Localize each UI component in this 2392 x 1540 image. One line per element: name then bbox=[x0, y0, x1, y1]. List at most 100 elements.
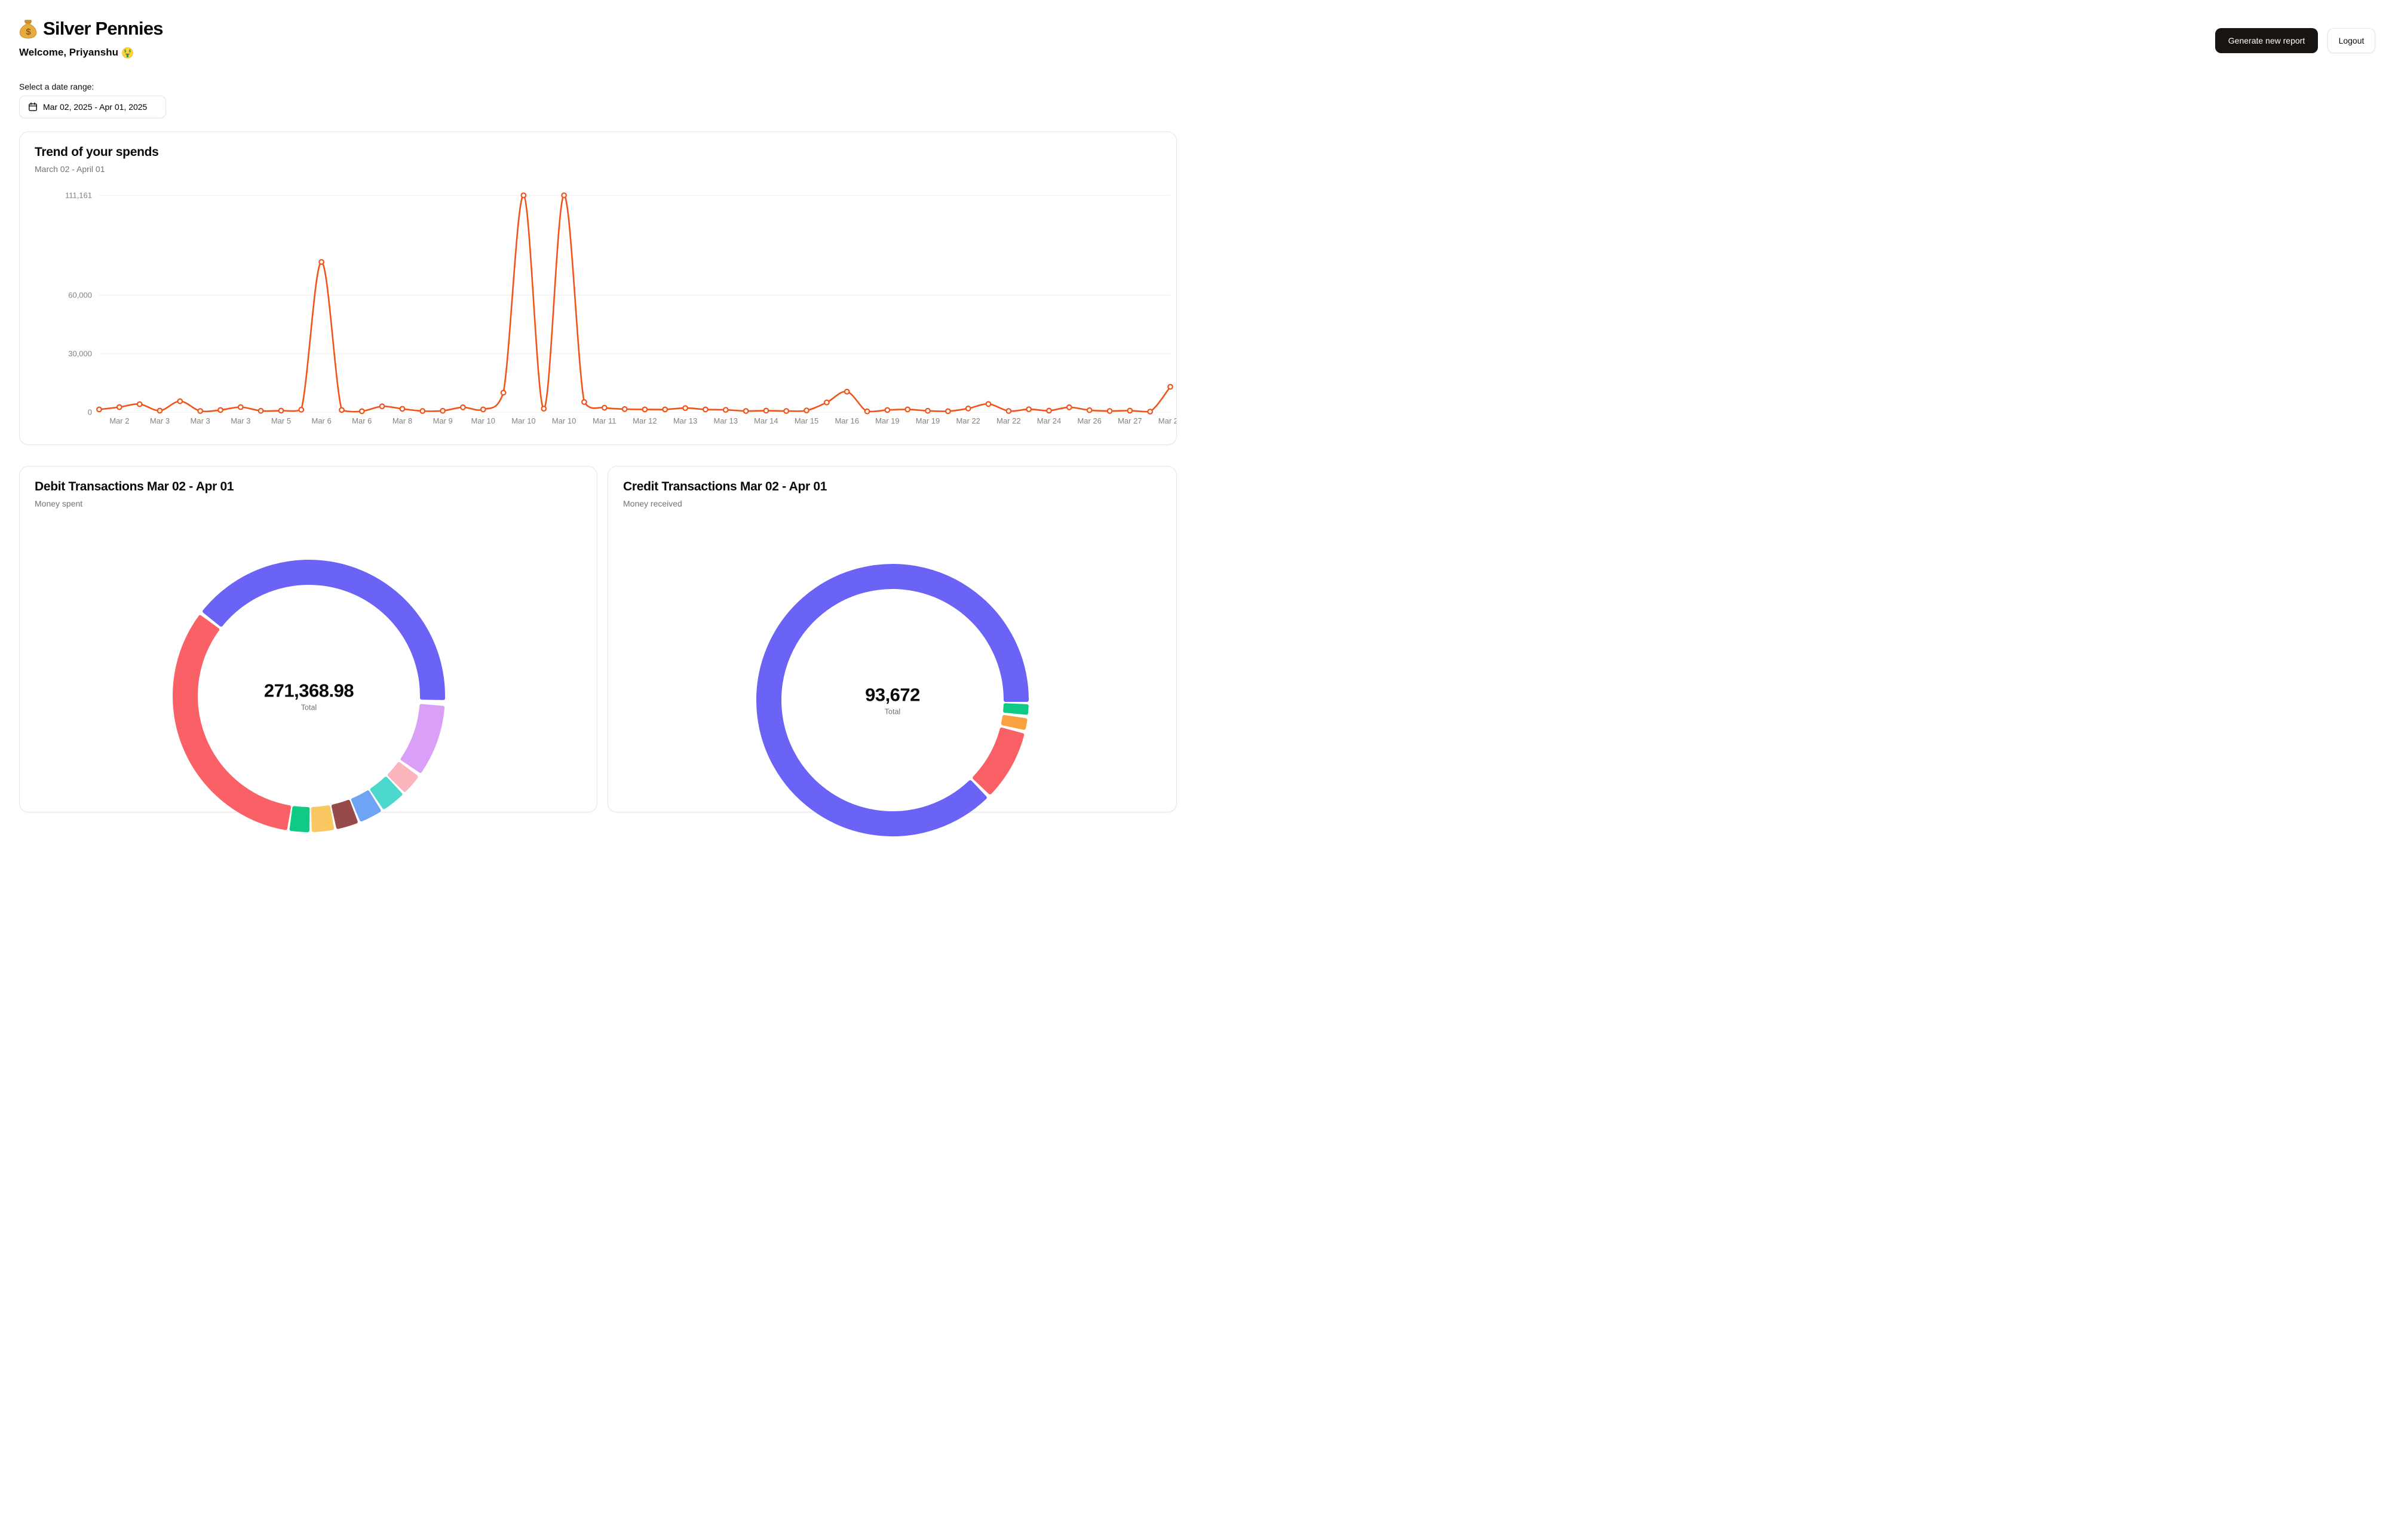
x-axis-tick-label: Mar 3 bbox=[150, 416, 170, 425]
data-point-marker[interactable] bbox=[1026, 406, 1032, 413]
welcome-message: Welcome, Priyanshu $ $ $ bbox=[19, 47, 133, 59]
svg-text:$: $ bbox=[26, 26, 31, 36]
date-range-label: Select a date range: bbox=[19, 82, 94, 91]
data-point-marker[interactable] bbox=[96, 406, 102, 413]
x-axis-tick-label: Mar 16 bbox=[835, 416, 858, 425]
donut-segment-indigo[interactable] bbox=[203, 559, 445, 700]
welcome-text: Welcome, Priyanshu bbox=[19, 47, 118, 58]
donut-segment-yellow[interactable] bbox=[311, 805, 335, 832]
data-point-marker[interactable] bbox=[460, 404, 466, 410]
data-point-marker[interactable] bbox=[702, 406, 709, 413]
x-axis-tick-label: Mar 24 bbox=[1037, 416, 1061, 425]
data-point-marker[interactable] bbox=[581, 399, 587, 405]
x-axis-tick-label: Mar 8 bbox=[392, 416, 412, 425]
data-point-marker[interactable] bbox=[804, 407, 809, 414]
data-point-marker[interactable] bbox=[925, 407, 931, 414]
app-title-text: Silver Pennies bbox=[43, 18, 164, 39]
data-point-marker[interactable] bbox=[823, 399, 830, 406]
debit-total-value: 271,368.98 bbox=[263, 680, 354, 701]
svg-text:$: $ bbox=[124, 49, 127, 53]
data-point-marker[interactable] bbox=[642, 406, 648, 413]
data-point-marker[interactable] bbox=[399, 406, 406, 412]
x-axis-tick-label: Mar 14 bbox=[754, 416, 778, 425]
y-axis-tick-label: 60,000 bbox=[68, 291, 92, 300]
data-point-marker[interactable] bbox=[197, 408, 204, 414]
data-point-marker[interactable] bbox=[298, 406, 305, 413]
data-point-marker[interactable] bbox=[904, 406, 911, 413]
data-point-marker[interactable] bbox=[278, 407, 284, 414]
data-point-marker[interactable] bbox=[743, 408, 749, 414]
debit-donut-chart[interactable] bbox=[165, 553, 452, 839]
data-point-marker[interactable] bbox=[541, 406, 547, 412]
data-point-marker[interactable] bbox=[379, 403, 385, 410]
data-point-marker[interactable] bbox=[621, 406, 628, 412]
data-point-marker[interactable] bbox=[257, 407, 264, 414]
x-axis-tick-label: Mar 12 bbox=[633, 416, 657, 425]
data-point-marker[interactable] bbox=[1046, 407, 1052, 414]
data-point-marker[interactable] bbox=[157, 407, 163, 414]
donut-segment-teal[interactable] bbox=[370, 777, 403, 809]
data-point-marker[interactable] bbox=[985, 401, 992, 407]
data-point-marker[interactable] bbox=[1005, 408, 1012, 414]
data-point-marker[interactable] bbox=[884, 407, 891, 413]
donut-segment-maroon[interactable] bbox=[331, 800, 358, 829]
x-axis-tick-label: Mar 29 bbox=[1158, 416, 1176, 425]
x-axis-tick-label: Mar 22 bbox=[956, 416, 980, 425]
donut-segment-orange[interactable] bbox=[1001, 714, 1028, 730]
data-point-marker[interactable] bbox=[783, 408, 790, 414]
donut-segment-green[interactable] bbox=[289, 806, 310, 832]
data-point-marker[interactable] bbox=[1147, 409, 1154, 415]
data-point-marker[interactable] bbox=[1127, 407, 1133, 414]
data-point-marker[interactable] bbox=[763, 407, 769, 414]
data-point-marker[interactable] bbox=[500, 389, 507, 396]
data-point-marker[interactable] bbox=[520, 192, 527, 198]
donut-segment-red[interactable] bbox=[973, 727, 1025, 794]
data-point-marker[interactable] bbox=[116, 404, 122, 410]
x-axis-tick-label: Mar 6 bbox=[312, 416, 332, 425]
spend-trend-line-chart[interactable]: 0 30,000 60,000 111,161 Mar 2 Mar 3 Mar 3 Mar 3… bbox=[20, 132, 1176, 444]
x-axis-tick-label: Mar 10 bbox=[511, 416, 535, 425]
donut-segment-blue[interactable] bbox=[351, 790, 381, 822]
date-range-value: Mar 02, 2025 - Apr 01, 2025 bbox=[43, 102, 148, 112]
y-axis-tick-label: 111,161 bbox=[65, 191, 92, 200]
data-point-marker[interactable] bbox=[682, 405, 688, 412]
generate-report-button[interactable]: Generate new report bbox=[2215, 28, 2318, 53]
money-bag-icon: $ bbox=[19, 19, 37, 39]
debit-total-label: Total bbox=[300, 703, 317, 712]
data-point-marker[interactable] bbox=[662, 406, 668, 413]
data-point-marker[interactable] bbox=[419, 408, 426, 414]
trend-subtitle: March 02 - April 01 bbox=[35, 164, 105, 174]
date-range-button[interactable]: Mar 02, 2025 - Apr 01, 2025 bbox=[19, 96, 166, 118]
credit-center: 93,672 Total bbox=[865, 685, 920, 716]
donut-segment-indigo[interactable] bbox=[756, 564, 1029, 836]
donut-segment-plum[interactable] bbox=[400, 704, 445, 773]
data-point-marker[interactable] bbox=[844, 388, 850, 395]
data-point-marker[interactable] bbox=[136, 401, 143, 407]
x-axis-tick-label: Mar 10 bbox=[471, 416, 495, 425]
data-point-marker[interactable] bbox=[1106, 408, 1113, 414]
donut-segment-red[interactable] bbox=[173, 615, 292, 830]
data-point-marker[interactable] bbox=[601, 404, 608, 411]
logout-button[interactable]: Logout bbox=[2327, 28, 2375, 53]
data-point-marker[interactable] bbox=[440, 407, 446, 414]
credit-donut-chart[interactable] bbox=[749, 557, 1036, 843]
data-point-marker[interactable] bbox=[237, 404, 244, 410]
x-axis-tick-label: Mar 5 bbox=[271, 416, 291, 425]
data-point-marker[interactable] bbox=[1086, 407, 1093, 413]
data-point-marker[interactable] bbox=[358, 408, 365, 415]
credit-title: Credit Transactions Mar 02 - Apr 01 bbox=[623, 480, 827, 493]
data-point-marker[interactable] bbox=[480, 406, 486, 413]
data-point-marker[interactable] bbox=[339, 407, 345, 413]
data-point-marker[interactable] bbox=[318, 259, 325, 265]
data-point-marker[interactable] bbox=[1066, 404, 1072, 410]
donut-segment-pink[interactable] bbox=[387, 762, 418, 792]
data-point-marker[interactable] bbox=[722, 407, 729, 413]
data-point-marker[interactable] bbox=[177, 398, 183, 404]
data-point-marker[interactable] bbox=[1167, 384, 1173, 390]
data-point-marker[interactable] bbox=[217, 407, 223, 413]
donut-segment-green[interactable] bbox=[1003, 703, 1029, 715]
data-point-marker[interactable] bbox=[561, 192, 567, 198]
data-point-marker[interactable] bbox=[965, 405, 971, 412]
data-point-marker[interactable] bbox=[864, 408, 870, 415]
data-point-marker[interactable] bbox=[944, 408, 951, 415]
